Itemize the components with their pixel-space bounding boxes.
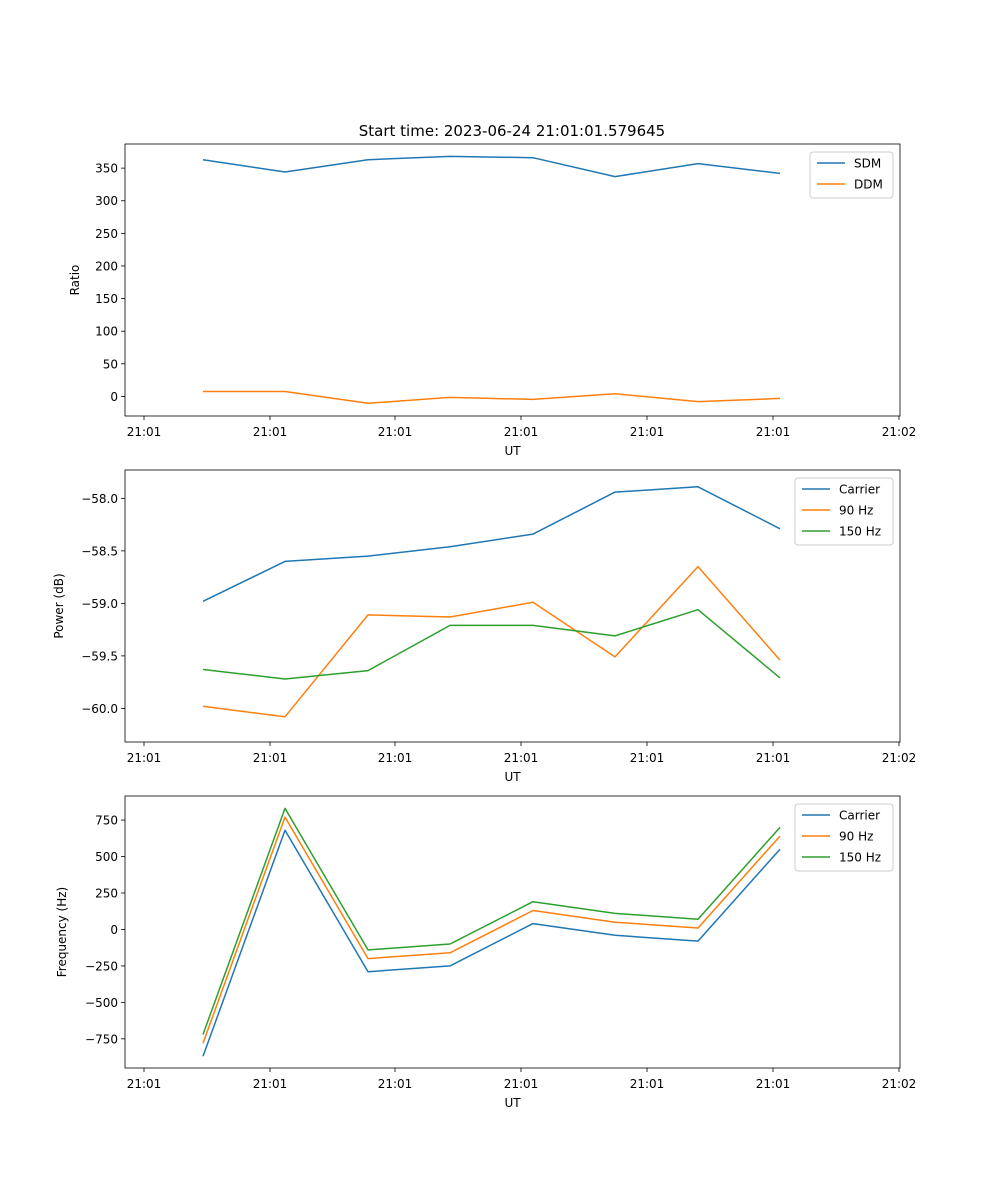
y-tick-label: 350	[95, 162, 118, 176]
x-tick-label: 21:01	[630, 751, 665, 765]
x-axis-label: UT	[504, 1096, 521, 1110]
axes-frame	[124, 143, 901, 417]
series-line-1	[203, 390, 781, 405]
y-tick-label: 300	[95, 194, 118, 208]
y-tick-label: 500	[95, 850, 118, 864]
legend-label: SDM	[854, 157, 881, 171]
frequency-panel: 21:01 21:01 21:01 21:01 21:01 21:01 21:02 −750 −…	[55, 795, 917, 1110]
axes-frame	[124, 795, 901, 1069]
x-tick-label: 21:01	[127, 751, 162, 765]
y-tick-label: 250	[95, 886, 118, 900]
y-tick-label: −250	[85, 959, 118, 973]
x-tick-label: 21:01	[504, 751, 539, 765]
series-line-0	[202, 829, 781, 1057]
x-tick-label: 21:01	[127, 425, 162, 439]
y-axis-label: Ratio	[68, 265, 82, 296]
y-axis-label: Power (dB)	[52, 573, 66, 638]
legend-label: 150 Hz	[839, 525, 881, 539]
x-tick-label: 21:01	[378, 1077, 413, 1091]
legend-label: DDM	[854, 178, 883, 192]
y-tick-label: −59.0	[81, 597, 118, 611]
series-line-1	[202, 816, 781, 1044]
x-tick-label: 21:01	[378, 425, 413, 439]
axes-frame	[124, 469, 901, 743]
legend-label: 150 Hz	[839, 851, 881, 865]
y-tick-label: 0	[110, 390, 118, 404]
x-tick-label: 21:01	[378, 751, 413, 765]
legend-label: Carrier	[839, 809, 880, 823]
y-tick-label: 50	[103, 357, 118, 371]
x-tick-label: 21:02	[882, 425, 917, 439]
y-tick-label: 100	[95, 325, 118, 339]
x-tick-label: 21:01	[504, 1077, 539, 1091]
y-axis-label: Frequency (Hz)	[55, 887, 69, 978]
x-tick-label: 21:01	[756, 1077, 791, 1091]
x-tick-label: 21:01	[504, 425, 539, 439]
power-panel: 21:01 21:01 21:01 21:01 21:01 21:01 21:02 −60.0…	[52, 469, 917, 784]
series-line-1	[202, 565, 781, 718]
legend-label: Carrier	[839, 483, 880, 497]
x-tick-label: 21:01	[630, 1077, 665, 1091]
x-tick-label: 21:01	[756, 751, 791, 765]
y-tick-label: 200	[95, 259, 118, 273]
legend-label: 90 Hz	[839, 830, 873, 844]
x-axis-label: UT	[504, 770, 521, 784]
x-tick-label: 21:01	[756, 425, 791, 439]
legend-box	[794, 803, 894, 872]
x-axis-label: UT	[504, 444, 521, 458]
figure-title: Start time: 2023-06-24 21:01:01.579645	[359, 122, 665, 140]
x-tick-label: 21:02	[882, 1077, 917, 1091]
x-tick-label: 21:01	[253, 1077, 288, 1091]
series-line-2	[202, 608, 781, 680]
x-tick-label: 21:01	[253, 751, 288, 765]
legend-label: 90 Hz	[839, 504, 873, 518]
y-tick-label: −750	[85, 1032, 118, 1046]
y-tick-label: −60.0	[81, 702, 118, 716]
y-tick-label: 0	[110, 923, 118, 937]
y-tick-label: −58.0	[81, 492, 118, 506]
y-tick-label: −500	[85, 996, 118, 1010]
y-tick-label: 750	[95, 814, 118, 828]
y-tick-label: −58.5	[81, 544, 118, 558]
x-tick-label: 21:01	[630, 425, 665, 439]
y-tick-label: 250	[95, 227, 118, 241]
series-line-0	[202, 486, 781, 602]
x-tick-label: 21:01	[127, 1077, 162, 1091]
ratio-panel: 21:01 21:01 21:01 21:01 21:01 21:01 21:02 0 50 10…	[68, 143, 917, 458]
series-line-2	[202, 807, 781, 1035]
y-tick-label: 150	[95, 292, 118, 306]
x-tick-label: 21:01	[253, 425, 288, 439]
y-tick-label: −59.5	[81, 649, 118, 663]
x-tick-label: 21:02	[882, 751, 917, 765]
legend-box	[794, 477, 894, 546]
series-line-0	[202, 155, 781, 178]
